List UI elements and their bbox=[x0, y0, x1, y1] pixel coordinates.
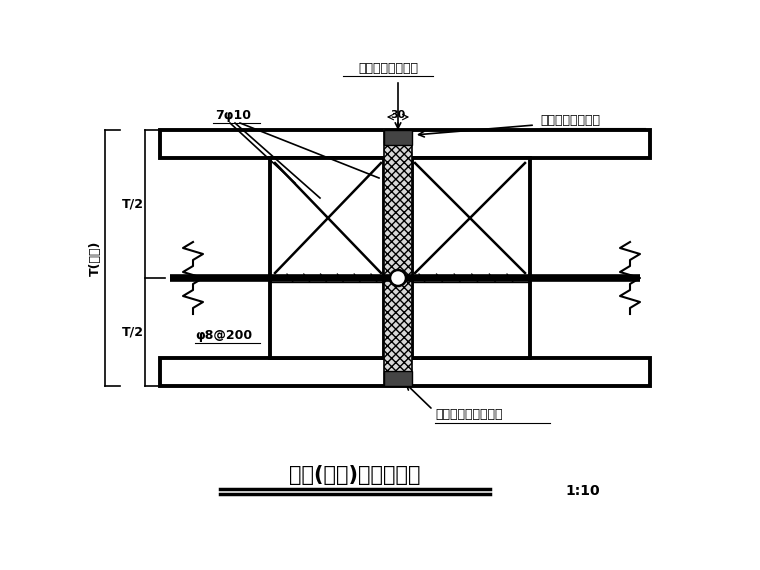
Bar bbox=[384, 130, 412, 145]
Bar bbox=[384, 371, 412, 386]
Text: 30: 30 bbox=[391, 110, 406, 120]
Text: 聚乙烯发泡填缝板: 聚乙烯发泡填缝板 bbox=[358, 62, 418, 75]
Text: 7φ10: 7φ10 bbox=[215, 108, 251, 121]
Text: 底板时该处无密封胶: 底板时该处无密封胶 bbox=[435, 409, 502, 421]
Bar bbox=[160, 130, 650, 158]
Text: 底板(顶板)变形缝详图: 底板(顶板)变形缝详图 bbox=[290, 465, 421, 485]
Bar bbox=[270, 158, 384, 278]
Text: T/2: T/2 bbox=[122, 325, 144, 339]
Circle shape bbox=[390, 270, 406, 286]
Bar bbox=[412, 278, 530, 358]
Text: T(板厕): T(板厕) bbox=[88, 241, 102, 276]
Bar bbox=[384, 130, 412, 386]
Bar bbox=[270, 278, 384, 358]
Text: 双组份聚硫密封胶: 双组份聚硫密封胶 bbox=[540, 113, 600, 127]
Text: T/2: T/2 bbox=[122, 197, 144, 210]
Bar bbox=[412, 158, 530, 278]
Bar bbox=[160, 358, 650, 386]
Text: 1:10: 1:10 bbox=[565, 484, 600, 498]
Bar bbox=[384, 130, 412, 386]
Text: φ8@200: φ8@200 bbox=[195, 328, 252, 341]
